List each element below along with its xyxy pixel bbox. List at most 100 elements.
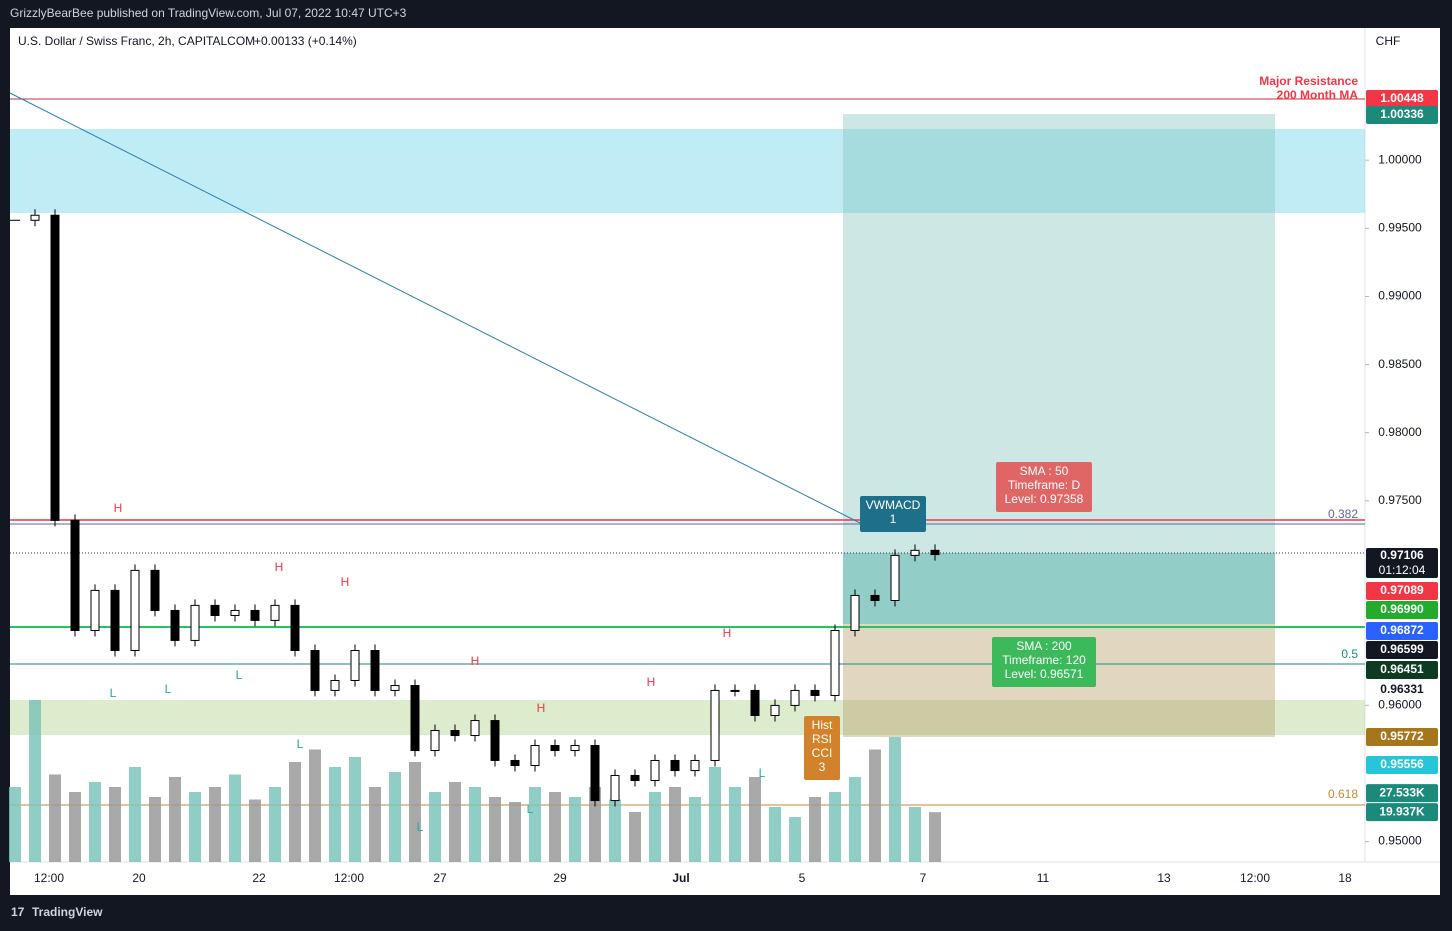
annotation-text: Level: 0.96571	[1005, 667, 1084, 681]
volume-bar	[89, 782, 101, 862]
volume-bar	[349, 757, 361, 862]
candle-body	[250, 609, 260, 621]
volume-bar	[869, 749, 881, 862]
chart-area	[10, 28, 1440, 895]
price-label-box	[1366, 106, 1438, 124]
pivot-label: H	[275, 560, 284, 574]
volume-bar	[589, 787, 601, 862]
volume-bar	[529, 787, 541, 862]
annotation-text: 3	[819, 760, 826, 774]
candle-body	[930, 549, 940, 556]
price-label-box	[1366, 641, 1438, 659]
candle-body	[650, 759, 660, 782]
candle-body	[110, 589, 120, 652]
candle-body	[330, 679, 340, 691]
candle-body	[850, 594, 860, 631]
volume-bar	[269, 787, 281, 862]
support-zone	[10, 700, 1365, 735]
symbol: U.S. Dollar / Swiss Franc, 2h, CAPITALCO…	[18, 34, 255, 48]
fib-label: 0.618	[1328, 787, 1358, 801]
volume-bar	[109, 787, 121, 862]
candle-body	[430, 729, 440, 752]
candle-body	[270, 604, 280, 621]
candle-body	[630, 774, 640, 782]
price-label: 0.96990	[1380, 602, 1424, 616]
candle-body	[210, 604, 220, 616]
x-tick-label: 7	[920, 871, 927, 885]
candle-body	[190, 604, 200, 641]
volume-bar	[769, 807, 781, 862]
volume-bar	[909, 807, 921, 862]
x-tick-label: 22	[252, 871, 266, 885]
annotation-text: 200 Month MA	[1277, 88, 1359, 102]
price-label-box	[1366, 548, 1438, 578]
candle-body	[790, 689, 800, 706]
volume-bar	[489, 797, 501, 862]
candle-body	[390, 685, 400, 691]
price-label-box	[1366, 601, 1438, 619]
volume-bar	[69, 792, 81, 862]
y-tick-label: 0.95000	[1378, 834, 1422, 848]
volume-bar	[289, 762, 301, 862]
volume-bar	[689, 797, 701, 862]
price-label: 1.00448	[1380, 91, 1424, 105]
candle-body	[470, 720, 480, 737]
price-label: 0.95556	[1380, 757, 1424, 771]
annotation-text: RSI	[812, 732, 832, 746]
volume-bar	[209, 787, 221, 862]
footer-icon: 17	[11, 905, 25, 919]
x-tick-label: 27	[433, 871, 447, 885]
pivot-label: L	[110, 686, 117, 700]
candle-body	[810, 689, 820, 696]
price-label-box	[1366, 90, 1438, 108]
candle-body	[130, 569, 140, 652]
annotation-text: Timeframe: 120	[1002, 653, 1086, 667]
candle-body	[730, 689, 740, 692]
x-tick-label: 12:00	[1240, 871, 1270, 885]
volume-bar	[709, 767, 721, 862]
annotation-box	[860, 496, 926, 532]
pivot-label: L	[297, 737, 304, 751]
currency: CHF	[1376, 34, 1401, 48]
pivot-label: H	[341, 575, 350, 589]
volume-bar	[749, 777, 761, 862]
x-tick-label: 5	[799, 871, 806, 885]
annotation-text: CCI	[812, 746, 833, 760]
price-label-box	[1366, 661, 1438, 679]
price-label: 0.95772	[1380, 729, 1424, 743]
pivot-label: L	[417, 820, 424, 834]
footer-logo[interactable]: TradingView	[32, 905, 103, 919]
volume-bar	[429, 792, 441, 862]
fib-label: 0.382	[1328, 507, 1358, 521]
candle-body	[150, 569, 160, 611]
candle-body	[30, 214, 40, 221]
volume-bar	[789, 817, 801, 862]
candle-body	[170, 609, 180, 641]
pivot-label: L	[165, 682, 172, 696]
candle-body	[670, 759, 680, 772]
price-label-box	[1366, 582, 1438, 600]
pivot-label: H	[723, 626, 732, 640]
trend-line	[9, 92, 861, 524]
volume-bar	[9, 787, 21, 862]
candle-body	[510, 759, 520, 767]
volume-bar	[929, 812, 941, 862]
x-tick-label: 20	[132, 871, 146, 885]
candle-body	[410, 685, 420, 752]
y-tick-label: 0.96000	[1378, 697, 1422, 711]
annotation-text: VWMACD	[866, 498, 921, 512]
annotation-text: Major Resistance	[1259, 74, 1358, 88]
volume-label-box	[1366, 784, 1438, 803]
volume-bar	[409, 762, 421, 862]
candle-body	[610, 774, 620, 802]
x-tick-label: Jul	[672, 871, 689, 885]
price-label-box	[1366, 728, 1438, 746]
annotation-box	[996, 462, 1092, 512]
x-tick-label: 18	[1338, 871, 1352, 885]
annotation-text: SMA : 200	[1016, 639, 1072, 653]
pivot-label: H	[471, 654, 480, 668]
pivot-label: H	[647, 675, 656, 689]
candle-body	[710, 689, 720, 761]
resistance-zone	[10, 129, 1365, 213]
